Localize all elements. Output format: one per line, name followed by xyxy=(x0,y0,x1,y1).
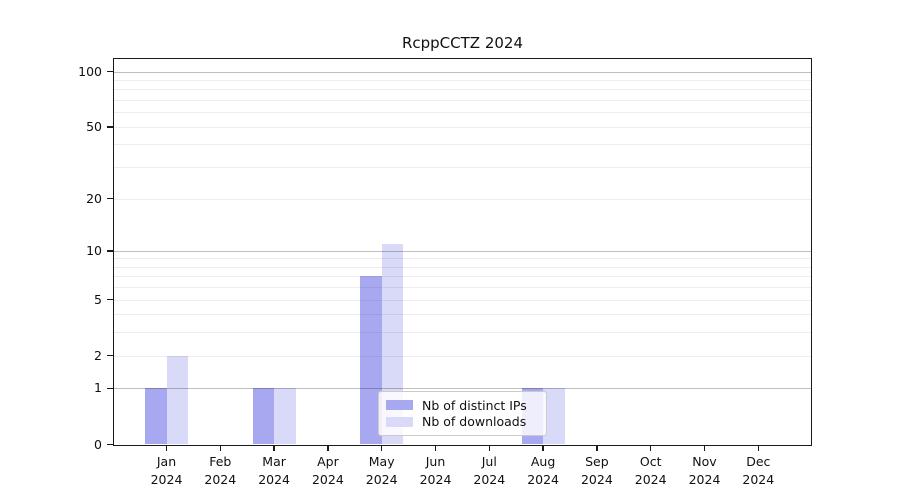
bar-jan-downloads xyxy=(166,355,188,445)
gridline-y40 xyxy=(114,144,811,146)
gridline-y90 xyxy=(114,80,811,82)
y-tick-0 xyxy=(107,443,113,446)
bar-aug-downloads xyxy=(543,388,565,445)
legend-label: Nb of downloads xyxy=(422,414,527,430)
x-tick-label-feb: Feb 2024 xyxy=(204,454,237,487)
y-tick-50 xyxy=(107,126,113,128)
bar-mar-ips xyxy=(252,388,275,445)
gridline-y50 xyxy=(114,126,811,128)
legend-swatch-icon xyxy=(386,400,413,411)
x-tick-sep xyxy=(596,446,598,451)
x-tick-label-jul: Jul 2024 xyxy=(473,454,506,487)
gridline-y8 xyxy=(114,266,811,268)
y-tick-2 xyxy=(107,354,113,357)
x-tick-jul xyxy=(488,446,491,451)
chart-title: RcppCCTZ 2024 xyxy=(401,34,524,52)
x-tick-label-nov: Nov 2024 xyxy=(688,454,721,487)
gridline-y1 xyxy=(114,388,811,390)
x-tick-nov xyxy=(703,446,706,451)
gridline-y2 xyxy=(114,355,811,357)
gridline-y60 xyxy=(114,112,811,114)
gridline-y70 xyxy=(114,100,811,102)
y-tick-1 xyxy=(107,387,113,390)
x-tick-dec xyxy=(757,446,760,451)
legend-item: Nb of distinct IPs xyxy=(386,398,539,413)
x-tick-oct xyxy=(649,446,652,451)
x-tick-jun xyxy=(434,446,437,451)
x-tick-may xyxy=(380,446,383,451)
x-tick-jan xyxy=(165,446,168,451)
y-tick-10 xyxy=(107,250,113,252)
bar-mar-downloads xyxy=(274,388,296,445)
y-tick-5 xyxy=(107,298,113,301)
x-tick-aug xyxy=(542,446,544,451)
y-tick-label-0: 0 xyxy=(94,436,102,452)
x-tick-label-sep: Sep 2024 xyxy=(580,454,613,487)
gridline-y10 xyxy=(114,250,811,252)
x-tick-label-jan: Jan 2024 xyxy=(150,454,183,487)
legend-item: Nb of downloads xyxy=(386,414,539,429)
gridline-y7 xyxy=(114,276,811,278)
y-tick-label-10: 10 xyxy=(86,242,102,258)
y-tick-20 xyxy=(107,197,113,200)
x-tick-mar xyxy=(273,446,275,451)
gridline-y3 xyxy=(114,332,811,334)
x-tick-label-jun: Jun 2024 xyxy=(419,454,452,487)
grid-layer xyxy=(114,60,811,445)
gridline-y20 xyxy=(114,198,811,200)
legend: Nb of distinct IPs Nb of downloads xyxy=(378,391,547,436)
y-tick-label-1: 1 xyxy=(94,380,102,396)
gridline-y6 xyxy=(114,287,811,289)
y-tick-100 xyxy=(107,70,113,73)
x-tick-label-apr: Apr 2024 xyxy=(311,454,344,487)
y-tick-label-20: 20 xyxy=(86,190,102,206)
y-tick-label-50: 50 xyxy=(86,118,102,134)
y-tick-label-2: 2 xyxy=(94,347,102,363)
x-tick-feb xyxy=(219,446,222,451)
x-tick-label-may: May 2024 xyxy=(365,454,398,487)
x-tick-label-mar: Mar 2024 xyxy=(258,454,290,487)
x-tick-label-dec: Dec 2024 xyxy=(742,454,775,487)
x-tick-label-oct: Oct 2024 xyxy=(634,454,667,487)
legend-swatch-icon xyxy=(386,416,413,427)
gridline-y4 xyxy=(114,314,811,316)
gridline-y5 xyxy=(114,299,811,301)
gridline-y30 xyxy=(114,167,811,169)
y-tick-label-100: 100 xyxy=(78,63,102,79)
x-tick-apr xyxy=(327,446,329,451)
gridline-y100 xyxy=(114,71,811,73)
y-tick-label-5: 5 xyxy=(94,291,102,307)
gridline-y80 xyxy=(114,89,811,91)
bar-jan-ips xyxy=(145,388,167,445)
x-tick-label-aug: Aug 2024 xyxy=(527,454,559,487)
bar-may-ips xyxy=(360,276,382,445)
legend-label: Nb of distinct IPs xyxy=(422,397,527,413)
gridline-y9 xyxy=(114,258,811,260)
